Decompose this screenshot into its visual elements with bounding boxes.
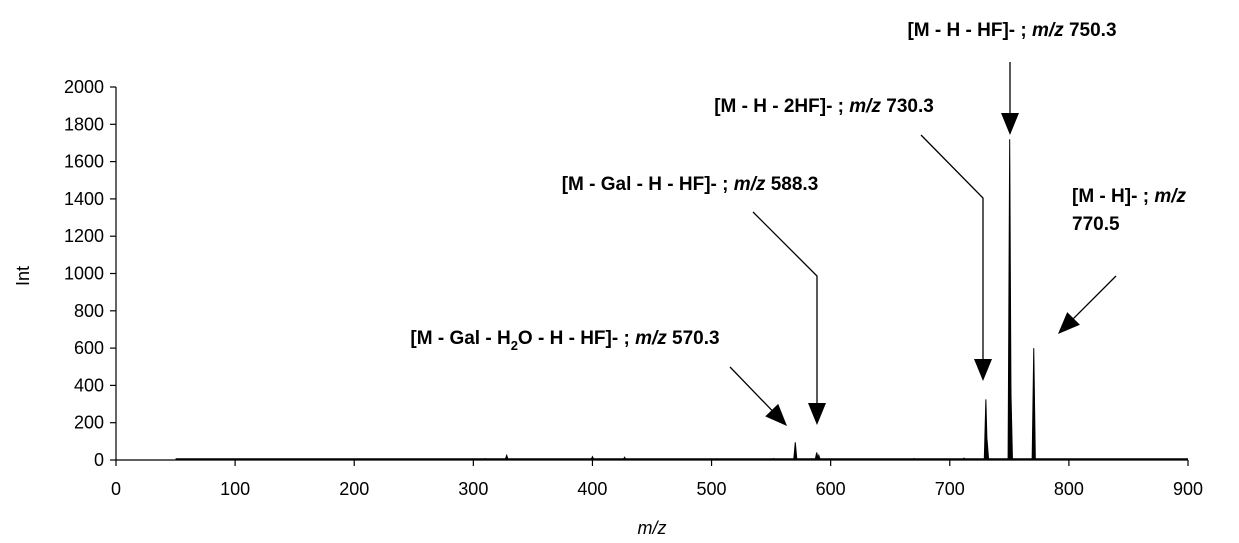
x-tick-label: 0 xyxy=(111,479,121,499)
x-axis-title: m/z xyxy=(638,518,667,538)
x-tick-label: 500 xyxy=(697,479,727,499)
y-axis-title: Int xyxy=(13,266,33,286)
spectrum-peak xyxy=(962,457,967,461)
x-tick-label: 900 xyxy=(1173,479,1203,499)
arrow-588-line xyxy=(752,211,818,403)
spectrum-peak xyxy=(590,455,595,461)
y-tick-label: 1000 xyxy=(64,264,104,284)
annotation-750: [M - H - HF]- ; m/z 750.3 xyxy=(907,20,1116,41)
x-tick-label: 400 xyxy=(577,479,607,499)
spectrum-series xyxy=(175,139,1188,461)
y-tick-label: 1200 xyxy=(64,226,104,246)
arrow-730-line xyxy=(920,134,984,359)
annotation-730: [M - H - 2HF]- ; m/z 730.3 xyxy=(714,96,934,117)
y-tick-label: 1400 xyxy=(64,189,104,209)
arrow-750-head xyxy=(1001,113,1019,135)
annotation-arrows xyxy=(729,62,1117,426)
spectrum-peak xyxy=(1031,348,1036,461)
arrow-570-head xyxy=(765,403,787,426)
y-tick-label: 1800 xyxy=(64,114,104,134)
spectrum-peak xyxy=(1008,389,1013,461)
x-axis-ticks: 0 100 200 300 400 500 600 700 800 900 xyxy=(111,460,1203,499)
x-tick-label: 600 xyxy=(816,479,846,499)
spectrum-peak xyxy=(816,453,821,461)
spectrum-peak xyxy=(622,456,627,461)
annotation-770: [M - H]- ; m/z 770.5 xyxy=(1072,186,1191,235)
x-tick-label: 200 xyxy=(339,479,369,499)
spectrum-peak xyxy=(1007,139,1012,461)
y-tick-label: 0 xyxy=(94,450,104,470)
arrow-730-head xyxy=(974,359,992,381)
x-tick-label: 700 xyxy=(935,479,965,499)
spectrum-peak xyxy=(793,442,798,461)
y-tick-label: 1600 xyxy=(64,152,104,172)
y-axis-ticks: 0 200 400 600 800 1000 1200 1400 1600 1800 2000 xyxy=(64,77,116,470)
arrow-770-head xyxy=(1058,312,1080,334)
spectrum-peak xyxy=(771,457,776,461)
annotation-588: [M - Gal - H - HF]- ; m/z 588.3 xyxy=(562,174,819,195)
spectrum-peak xyxy=(483,457,488,461)
spectrum-peak xyxy=(984,439,990,461)
y-tick-label: 400 xyxy=(74,375,104,395)
annotation-570: [M - Gal - H2O - H - HF]- ; m/z 570.3 xyxy=(410,328,719,353)
y-tick-label: 600 xyxy=(74,338,104,358)
y-tick-label: 200 xyxy=(74,413,104,433)
x-tick-label: 100 xyxy=(220,479,250,499)
arrow-570-line xyxy=(729,366,773,411)
spectrum-peak xyxy=(912,457,916,461)
x-tick-label: 300 xyxy=(458,479,488,499)
arrow-588-head xyxy=(808,403,826,425)
spectrum-peak xyxy=(504,453,509,461)
y-tick-label: 2000 xyxy=(64,77,104,97)
arrow-770-line xyxy=(1073,275,1117,319)
x-tick-label: 800 xyxy=(1054,479,1084,499)
y-tick-label: 800 xyxy=(74,301,104,321)
